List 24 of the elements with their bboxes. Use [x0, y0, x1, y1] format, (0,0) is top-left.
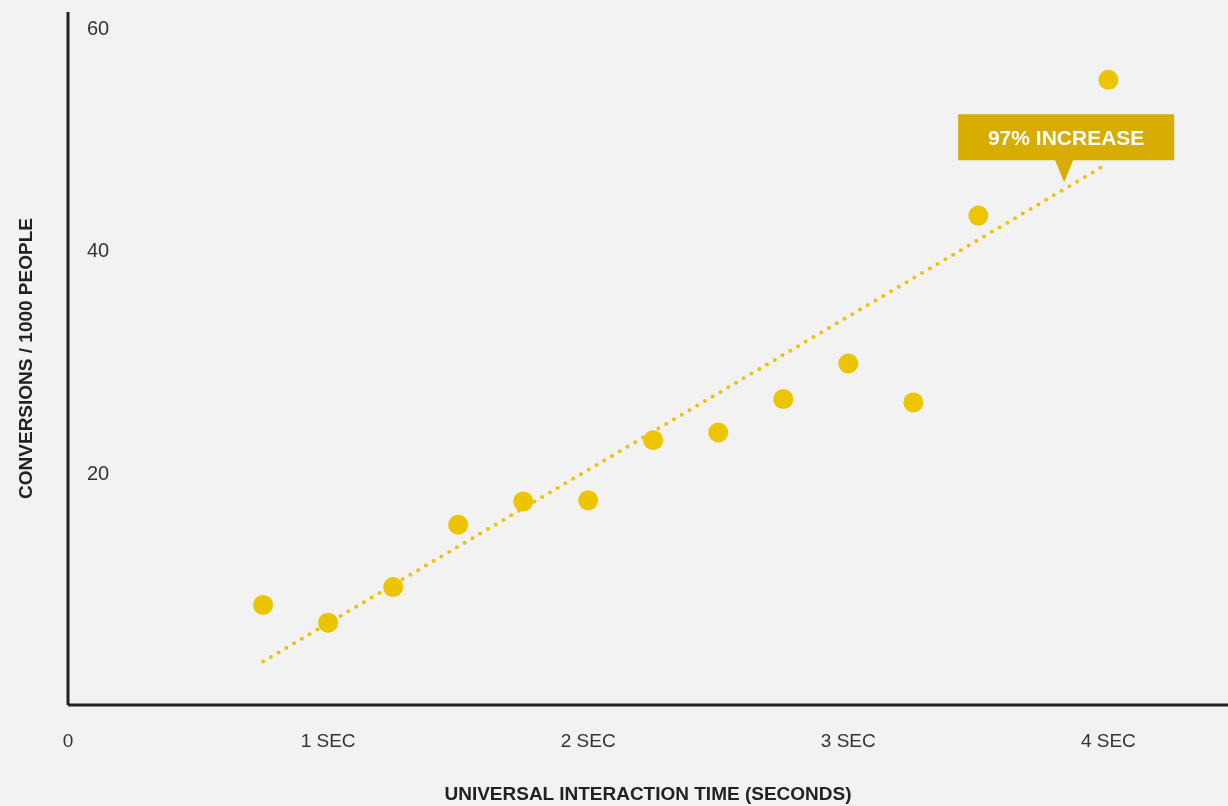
point: [1098, 69, 1119, 90]
point: [513, 491, 534, 512]
point: [448, 514, 469, 535]
x-tick-label: 1 SEC: [300, 730, 356, 751]
y-tick-label: 40: [86, 239, 110, 262]
point: [838, 353, 859, 374]
point: [903, 392, 924, 413]
y-axis-title: CONVERSIONS / 1000 PEOPLE: [15, 218, 36, 499]
point: [318, 612, 339, 633]
y-tick-label: 60: [86, 16, 110, 39]
x-tick-label: 2 SEC: [560, 730, 616, 751]
point: [253, 594, 274, 615]
x-axis-title: UNIVERSAL INTERACTION TIME (SECONDS): [444, 783, 852, 804]
x-tick-label: 3 SEC: [820, 730, 876, 751]
point: [578, 490, 599, 511]
point: [708, 422, 729, 443]
annotation: 97% INCREASE: [987, 125, 1145, 149]
point: [773, 389, 794, 410]
point: [383, 577, 404, 598]
x-tick-label: 4 SEC: [1080, 730, 1136, 751]
point: [968, 205, 989, 226]
y-tick-label: 20: [86, 461, 110, 484]
x-tick-label: 0: [62, 730, 74, 751]
point: [643, 430, 664, 451]
